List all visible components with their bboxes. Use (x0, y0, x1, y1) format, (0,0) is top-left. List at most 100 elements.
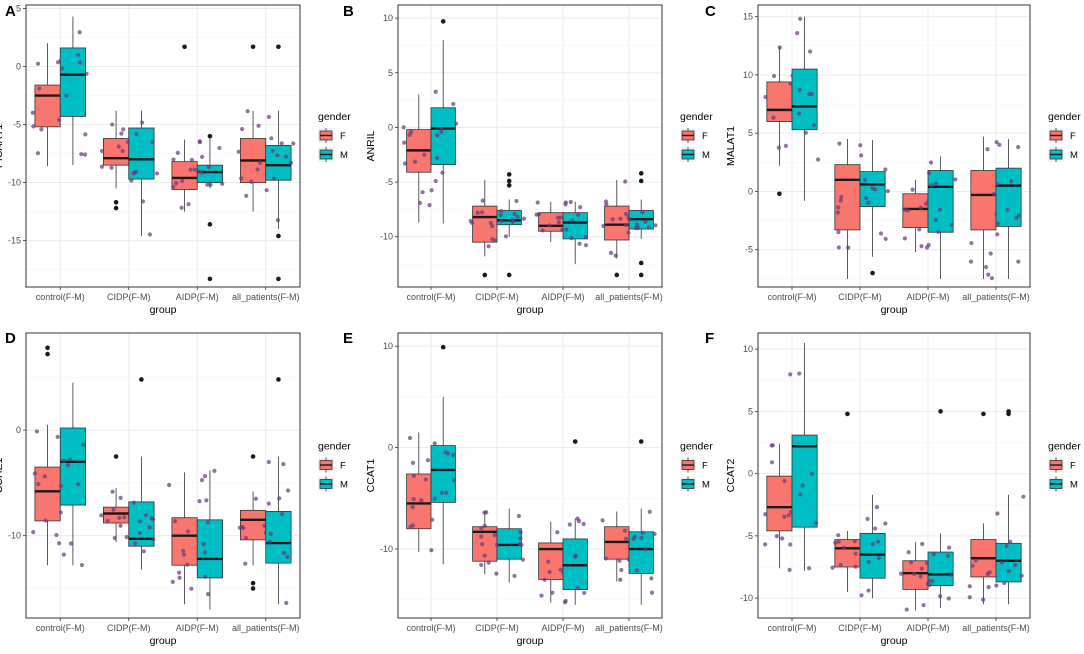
box-iqr (970, 170, 997, 231)
data-point (938, 594, 943, 599)
data-point (482, 510, 487, 515)
x-tick-label: CIDP(F-M) (475, 292, 519, 302)
data-point (774, 534, 779, 539)
data-point (985, 147, 990, 152)
data-point (576, 212, 581, 218)
data-point (129, 178, 134, 183)
data-point (647, 509, 652, 515)
data-point (203, 574, 208, 580)
data-point (110, 489, 115, 494)
data-point (994, 583, 999, 588)
data-point (43, 518, 48, 523)
box-f-0 (401, 94, 432, 223)
box-m-3 (265, 44, 296, 282)
data-point (1002, 580, 1007, 586)
outlier-point (45, 345, 50, 351)
data-point (858, 143, 863, 148)
data-point (267, 539, 272, 544)
data-point (814, 520, 819, 525)
plot-border (397, 4, 663, 288)
data-point (776, 145, 781, 150)
data-point (836, 533, 841, 538)
box-iqr (34, 84, 61, 128)
box-iqr (128, 127, 155, 180)
legend-title: gender (318, 111, 351, 123)
legend-label: M (1070, 480, 1078, 491)
data-point (143, 512, 148, 518)
data-point (883, 521, 888, 526)
box-m-2 (560, 199, 589, 265)
plot-border (397, 332, 663, 619)
box-f-2 (534, 200, 568, 243)
y-tick-label: 0 (748, 186, 753, 196)
data-point (37, 86, 42, 91)
data-point (1016, 144, 1021, 150)
panel-f: 10 5 0 -5 -10 control(F-M) CIDP(F-M) AIDP(F-M) a… (705, 330, 1081, 647)
data-point (133, 541, 138, 546)
plot-border (25, 332, 301, 619)
data-point (898, 571, 904, 576)
data-point (31, 530, 36, 535)
data-point (486, 244, 491, 249)
data-point (116, 144, 121, 149)
data-point (797, 371, 802, 376)
box-f-1 (99, 110, 134, 211)
x-axis-title: group (150, 635, 177, 647)
data-point (479, 562, 484, 568)
data-point (864, 195, 869, 201)
data-point (186, 202, 191, 207)
x-tick-label: CIDP(F-M) (838, 623, 882, 633)
data-point (239, 524, 245, 530)
data-point (427, 203, 432, 208)
outlier-point (506, 178, 512, 184)
data-point (983, 264, 989, 270)
x-axis-title: group (881, 304, 908, 316)
data-point (927, 171, 932, 176)
data-point (573, 553, 578, 558)
outlier-point (207, 276, 213, 282)
data-point (1008, 539, 1013, 544)
y-tick-label: 10 (383, 341, 393, 351)
data-point (908, 560, 914, 565)
data-point (60, 66, 65, 71)
data-point (967, 595, 972, 600)
data-point (639, 535, 644, 540)
data-point (401, 125, 406, 130)
data-point (918, 574, 923, 579)
box-m-3 (623, 171, 658, 278)
data-point (285, 488, 291, 493)
legend-label: M (1070, 150, 1078, 161)
data-point (568, 199, 573, 205)
data-point (189, 157, 195, 163)
data-point (34, 429, 40, 434)
panel-letter: E (343, 330, 353, 347)
data-point (445, 451, 451, 456)
box-f-3 (236, 44, 269, 212)
outlier-point (938, 409, 943, 414)
data-point (783, 143, 788, 148)
data-point (171, 157, 176, 162)
data-point (539, 593, 544, 598)
y-tick-label: 10 (743, 344, 753, 354)
legend-key-f: F (318, 457, 346, 473)
data-point (563, 598, 568, 604)
data-point (601, 223, 606, 229)
data-point (924, 560, 930, 565)
box-iqr (196, 519, 223, 579)
box-m-1 (859, 140, 890, 276)
data-point (410, 523, 415, 528)
data-point (581, 521, 586, 527)
data-point (79, 562, 85, 568)
data-point (986, 585, 991, 590)
data-point (610, 217, 615, 222)
y-tick-label: 0 (388, 443, 393, 453)
data-point (42, 474, 47, 479)
data-point (970, 563, 975, 568)
x-tick-label: AIDP(F-M) (542, 623, 585, 633)
data-point (902, 236, 907, 241)
data-point (125, 139, 130, 145)
outlier-point (845, 411, 850, 417)
data-point (220, 181, 225, 186)
data-point (433, 178, 438, 184)
outlier-point (638, 439, 644, 444)
